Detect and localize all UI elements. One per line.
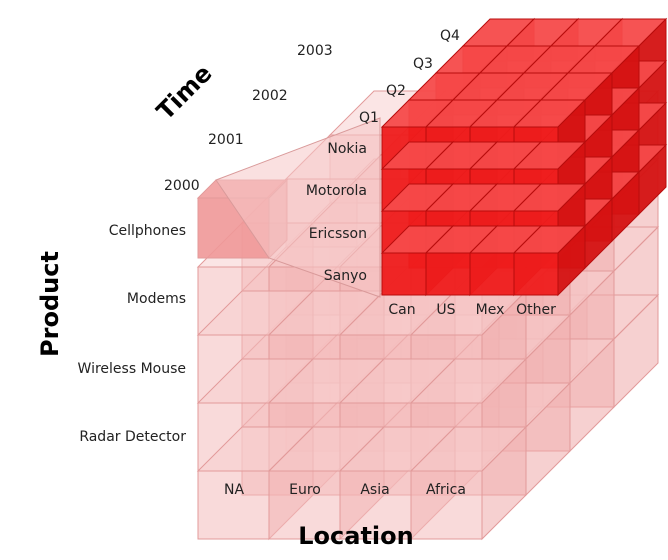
- sub-product-labels: Nokia Motorola Ericsson Sanyo: [306, 141, 367, 284]
- sub-product-label: Nokia: [327, 141, 367, 157]
- year-label: 2002: [252, 88, 288, 104]
- inner-cube-cell-front: [513, 252, 559, 296]
- product-label: Radar Detector: [79, 429, 186, 445]
- drilldown-connector: [215, 117, 381, 298]
- region-label: Asia: [360, 482, 389, 498]
- region-label: Africa: [426, 482, 466, 498]
- product-axis-title: Product: [36, 251, 64, 357]
- region-label: Euro: [289, 482, 321, 498]
- product-label: Cellphones: [109, 223, 186, 239]
- sub-region-label: Can: [388, 302, 415, 318]
- quarter-label: Q3: [413, 56, 433, 72]
- region-label: NA: [224, 482, 244, 498]
- sub-product-label: Sanyo: [324, 268, 367, 284]
- year-label: 2003: [297, 43, 333, 59]
- quarter-labels: Q1 Q2 Q3 Q4: [359, 28, 460, 126]
- location-axis-title: Location: [298, 522, 413, 550]
- year-label: 2001: [208, 132, 244, 148]
- time-axis-title: Time: [151, 59, 217, 125]
- quarter-label: Q4: [440, 28, 460, 44]
- year-labels: 2000 2001 2002 2003: [164, 43, 333, 194]
- sub-region-label: US: [436, 302, 455, 318]
- product-label: Modems: [127, 291, 186, 307]
- region-labels: NA Euro Asia Africa: [224, 482, 466, 498]
- sub-product-label: Motorola: [306, 183, 367, 199]
- quarter-label: Q1: [359, 110, 379, 126]
- year-label: 2000: [164, 178, 200, 194]
- sub-region-label: Other: [516, 302, 556, 318]
- outer-cube-cell-front: [410, 470, 483, 540]
- inner-drilldown-cube: [380, 17, 668, 297]
- quarter-label: Q2: [386, 83, 406, 99]
- sub-region-labels: Can US Mex Other: [388, 302, 556, 318]
- inner-cube-cell: [512, 224, 587, 297]
- inner-cube-cell-front: [425, 252, 471, 296]
- product-label: Wireless Mouse: [78, 361, 186, 377]
- funnel-shape: [215, 117, 381, 298]
- sub-product-label: Ericsson: [309, 226, 367, 242]
- inner-cube-cell-front: [381, 252, 427, 296]
- product-labels: Cellphones Modems Wireless Mouse Radar D…: [78, 223, 187, 445]
- outer-cube-cell: [409, 425, 528, 541]
- inner-cube-cell-front: [469, 252, 515, 296]
- sub-region-label: Mex: [476, 302, 505, 318]
